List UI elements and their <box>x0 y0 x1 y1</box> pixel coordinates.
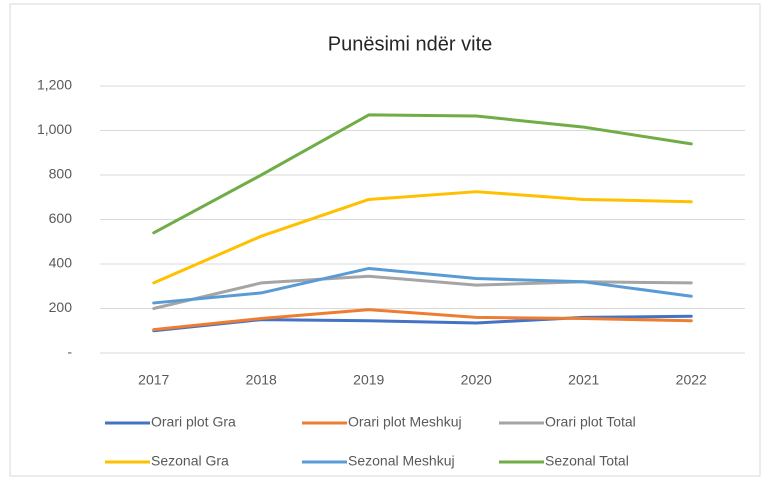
legend-label: Sezonal Gra <box>151 453 229 469</box>
chart-frame <box>9 3 761 477</box>
y-tick-label: 800 <box>49 166 73 182</box>
chart-title: Punësimi ndër vite <box>328 33 493 55</box>
x-tick-label: 2021 <box>568 372 599 388</box>
legend-label: Orari plot Total <box>545 414 636 430</box>
legend-label: Sezonal Total <box>545 453 629 469</box>
x-tick-label: 2020 <box>461 372 492 388</box>
x-tick-label: 2017 <box>138 372 169 388</box>
x-tick-label: 2022 <box>676 372 707 388</box>
y-tick-label: 600 <box>49 210 73 226</box>
y-tick-label: 1,000 <box>37 121 72 137</box>
series-line <box>152 113 693 235</box>
x-tick-label: 2018 <box>246 372 277 388</box>
legend-label: Orari plot Meshkuj <box>348 414 462 430</box>
y-tick-label: - <box>67 344 72 360</box>
y-tick-label: 400 <box>49 255 73 271</box>
series-line <box>152 266 693 305</box>
series-line <box>152 190 693 285</box>
y-tick-label: 200 <box>49 299 73 315</box>
x-tick-label: 2019 <box>353 372 384 388</box>
series-line <box>152 274 693 310</box>
legend-label: Sezonal Meshkuj <box>348 453 455 469</box>
y-tick-label: 1,200 <box>37 77 72 93</box>
series-line <box>152 308 693 332</box>
legend-label: Orari plot Gra <box>151 414 236 430</box>
